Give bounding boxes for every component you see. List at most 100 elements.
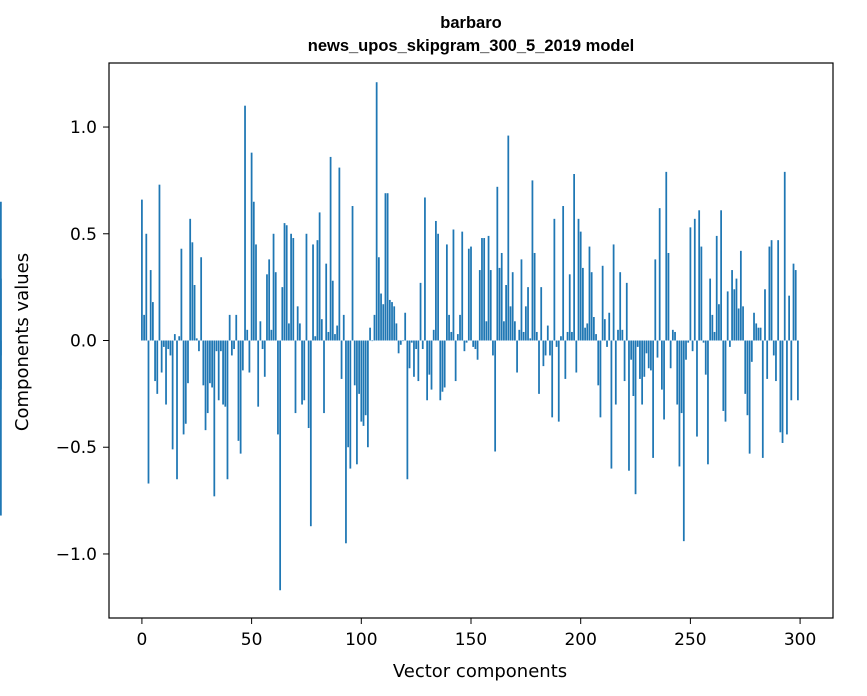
bar xyxy=(373,314,376,341)
bar xyxy=(149,270,152,341)
bar xyxy=(141,199,143,341)
bar xyxy=(557,340,560,422)
y-tick-label: −0.5 xyxy=(56,438,97,458)
bar xyxy=(195,338,198,341)
bar xyxy=(744,340,747,394)
bar xyxy=(498,267,501,341)
bar xyxy=(364,340,367,416)
bar xyxy=(0,340,2,516)
bar xyxy=(527,287,529,341)
y-tick-label: 1.0 xyxy=(70,118,97,138)
bar xyxy=(597,340,600,386)
bar xyxy=(645,340,648,354)
bar xyxy=(465,340,468,343)
bar xyxy=(652,340,654,458)
bar xyxy=(360,340,363,422)
bar xyxy=(178,336,181,341)
bar xyxy=(509,306,512,341)
bar xyxy=(228,314,231,341)
bar xyxy=(220,340,222,352)
bar xyxy=(459,314,461,341)
bar xyxy=(452,229,455,341)
bar xyxy=(549,340,551,356)
bar xyxy=(314,336,317,341)
bar xyxy=(415,340,418,350)
bar xyxy=(630,340,633,360)
bar xyxy=(393,306,396,341)
bar xyxy=(152,302,154,341)
bar xyxy=(577,218,580,341)
bar xyxy=(463,340,466,352)
bar xyxy=(283,223,286,341)
bar xyxy=(735,278,738,341)
bar xyxy=(347,340,350,448)
bar xyxy=(507,135,510,341)
bar xyxy=(327,331,330,341)
x-tick-label: 300 xyxy=(784,630,816,650)
bar xyxy=(711,314,714,341)
bar xyxy=(619,272,622,341)
bar xyxy=(0,201,2,341)
bar xyxy=(729,340,731,347)
bar xyxy=(430,340,433,390)
bar xyxy=(715,235,718,341)
bar xyxy=(584,327,586,341)
bar xyxy=(270,329,273,341)
bar xyxy=(702,340,705,343)
bar xyxy=(560,336,562,341)
bar xyxy=(237,340,240,441)
bar xyxy=(533,252,536,341)
bar xyxy=(474,340,477,350)
bar xyxy=(599,340,602,418)
bar xyxy=(788,295,790,341)
bar xyxy=(669,340,672,369)
bar xyxy=(540,287,543,341)
bar xyxy=(481,238,483,341)
bar xyxy=(586,323,589,341)
bar xyxy=(263,340,266,377)
bar xyxy=(742,306,744,341)
bar xyxy=(531,180,534,341)
bar xyxy=(211,340,213,388)
bar xyxy=(595,334,597,341)
bar xyxy=(456,334,459,341)
bar xyxy=(764,289,766,341)
bar xyxy=(737,308,740,341)
bar xyxy=(489,270,492,341)
y-tick-label: 0.5 xyxy=(70,225,97,245)
bar xyxy=(582,267,584,341)
bar xyxy=(443,340,446,388)
bar xyxy=(209,340,211,384)
bar xyxy=(518,329,521,341)
bar xyxy=(656,340,659,358)
bar xyxy=(612,244,615,341)
bar xyxy=(198,340,200,352)
bar xyxy=(156,340,159,394)
bar xyxy=(632,340,635,396)
bar xyxy=(397,340,400,354)
bar xyxy=(768,246,771,341)
bar xyxy=(505,285,507,341)
bar xyxy=(665,171,668,341)
bar xyxy=(792,263,795,341)
bar xyxy=(503,321,505,341)
x-tick-label: 150 xyxy=(455,630,487,650)
bar xyxy=(761,340,764,458)
bar xyxy=(779,340,782,433)
bar xyxy=(375,82,378,341)
bar-series xyxy=(0,82,799,591)
bar xyxy=(426,340,428,401)
bar xyxy=(369,327,371,341)
bar xyxy=(617,329,619,341)
bar xyxy=(571,331,573,341)
bar xyxy=(162,340,165,347)
bar xyxy=(746,340,749,416)
bar xyxy=(215,340,218,352)
bar xyxy=(691,340,694,352)
bar xyxy=(472,340,475,347)
bar xyxy=(542,340,545,367)
chart-title: barbaro xyxy=(440,14,501,32)
bar xyxy=(301,340,303,405)
bar xyxy=(781,340,784,443)
